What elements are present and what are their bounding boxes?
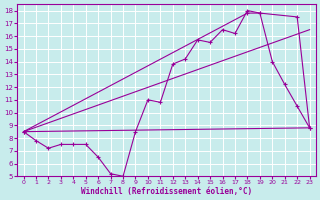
X-axis label: Windchill (Refroidissement éolien,°C): Windchill (Refroidissement éolien,°C) xyxy=(81,187,252,196)
